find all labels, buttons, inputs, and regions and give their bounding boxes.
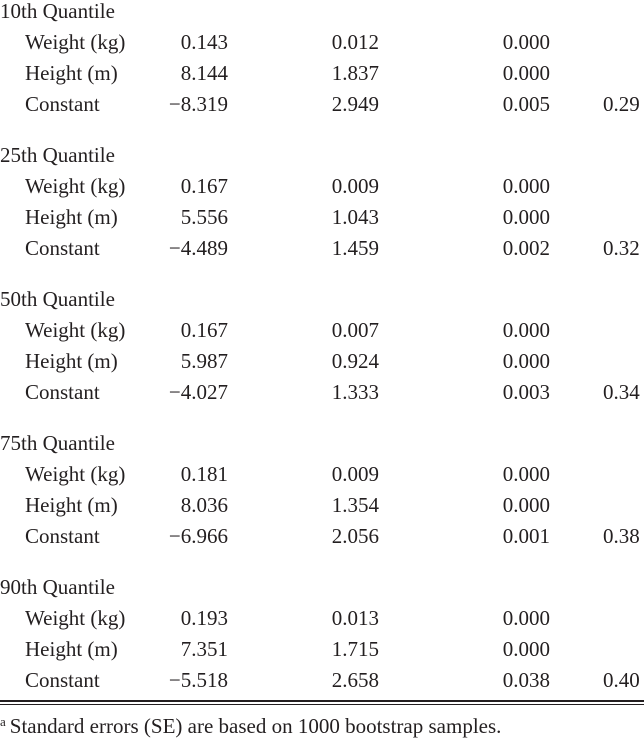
quantile-heading: 25th Quantile [0,143,115,167]
row-label: Constant [25,92,100,116]
table-footnote: a Standard errors (SE) are based on 1000 … [0,708,501,740]
coefficient-cell: 0.181 [180,462,228,486]
row-label: Weight (kg) [25,30,126,54]
standard-error-cell: 0.012 [331,30,379,54]
p-value-cell: 0.038 [502,668,550,692]
standard-error-cell: 0.007 [331,318,379,342]
p-value-cell: 0.000 [502,318,550,342]
standard-error-cell: 2.658 [331,668,379,692]
row-label: Weight (kg) [25,174,126,198]
standard-error-cell: 1.715 [331,637,379,661]
table-row: Height (m) 5.556 1.043 0.000 [0,202,644,233]
coefficient-cell: −5.518 [168,668,228,692]
standard-error-cell: 1.837 [331,61,379,85]
coefficient-cell: 7.351 [180,637,228,661]
table-row: Weight (kg) 0.181 0.009 0.000 [0,459,644,490]
p-value-cell: 0.000 [502,349,550,373]
row-label: Height (m) [25,205,118,229]
table-row: Weight (kg) 0.193 0.013 0.000 [0,603,644,634]
standard-error-cell: 0.013 [331,606,379,630]
coefficient-cell: −4.489 [168,236,228,260]
quantile-group: 50th Quantile Weight (kg) 0.167 0.007 0.000 H… [0,284,644,408]
p-value-cell: 0.000 [502,493,550,517]
table-row: Weight (kg) 0.143 0.012 0.000 [0,27,644,58]
p-value-cell: 0.003 [502,380,550,404]
quantile-group: 25th Quantile Weight (kg) 0.167 0.009 0.000 H… [0,140,644,264]
table-row: Height (m) 7.351 1.715 0.000 [0,634,644,665]
r-squared-cell: 0.34 [603,380,640,404]
coefficient-cell: 5.556 [180,205,228,229]
table-row: Constant −4.489 1.459 0.002 0.32 [0,233,644,264]
p-value-cell: 0.000 [502,30,550,54]
table-row: Constant −4.027 1.333 0.003 0.34 [0,377,644,408]
table-row: Height (m) 5.987 0.924 0.000 [0,346,644,377]
standard-error-cell: 0.924 [331,349,379,373]
quantile-regression-table: 10th Quantile Weight (kg) 0.143 0.012 0.000 H… [0,0,644,696]
table-row: Weight (kg) 0.167 0.007 0.000 [0,315,644,346]
coefficient-cell: 8.036 [180,493,228,517]
standard-error-cell: 1.043 [331,205,379,229]
p-value-cell: 0.000 [502,205,550,229]
p-value-cell: 0.000 [502,606,550,630]
r-squared-cell: 0.40 [603,668,640,692]
row-label: Height (m) [25,493,118,517]
row-label: Weight (kg) [25,606,126,630]
p-value-cell: 0.000 [502,462,550,486]
table-row: Constant −5.518 2.658 0.038 0.40 [0,665,644,696]
coefficient-cell: 0.167 [180,174,228,198]
row-label: Weight (kg) [25,318,126,342]
row-label: Height (m) [25,637,118,661]
table-row: Constant −8.319 2.949 0.005 0.29 [0,89,644,120]
table-row: Constant −6.966 2.056 0.001 0.38 [0,521,644,552]
row-label: Weight (kg) [25,462,126,486]
table-row: Height (m) 8.144 1.837 0.000 [0,58,644,89]
quantile-heading: 75th Quantile [0,431,115,455]
coefficient-cell: 5.987 [180,349,228,373]
p-value-cell: 0.000 [502,174,550,198]
table-bottom-rule-thin [0,704,644,705]
p-value-cell: 0.002 [502,236,550,260]
row-label: Constant [25,524,100,548]
p-value-cell: 0.001 [502,524,550,548]
coefficient-cell: 0.143 [180,30,228,54]
table-row: Height (m) 8.036 1.354 0.000 [0,490,644,521]
coefficient-cell: −6.966 [168,524,228,548]
quantile-heading: 90th Quantile [0,575,115,599]
row-label: Height (m) [25,61,118,85]
quantile-heading: 10th Quantile [0,0,115,23]
row-label: Constant [25,668,100,692]
p-value-cell: 0.000 [502,637,550,661]
footnote-marker: a [0,714,6,729]
coefficient-cell: 0.167 [180,318,228,342]
quantile-group: 10th Quantile Weight (kg) 0.143 0.012 0.000 H… [0,0,644,120]
row-label: Height (m) [25,349,118,373]
row-label: Constant [25,236,100,260]
row-label: Constant [25,380,100,404]
standard-error-cell: 1.459 [331,236,379,260]
r-squared-cell: 0.38 [603,524,640,548]
r-squared-cell: 0.32 [603,236,640,260]
standard-error-cell: 1.354 [331,493,379,517]
coefficient-cell: −8.319 [168,92,228,116]
quantile-group: 90th Quantile Weight (kg) 0.193 0.013 0.000 H… [0,572,644,696]
coefficient-cell: 8.144 [180,61,228,85]
r-squared-cell: 0.29 [603,92,640,116]
standard-error-cell: 2.056 [331,524,379,548]
table-row: Weight (kg) 0.167 0.009 0.000 [0,171,644,202]
footnote-text: Standard errors (SE) are based on 1000 b… [9,714,502,738]
standard-error-cell: 2.949 [331,92,379,116]
quantile-group: 75th Quantile Weight (kg) 0.181 0.009 0.000 H… [0,428,644,552]
coefficient-cell: −4.027 [168,380,228,404]
quantile-heading: 50th Quantile [0,287,115,311]
standard-error-cell: 0.009 [331,462,379,486]
table-bottom-rule [0,700,644,702]
standard-error-cell: 1.333 [331,380,379,404]
p-value-cell: 0.005 [502,92,550,116]
coefficient-cell: 0.193 [180,606,228,630]
p-value-cell: 0.000 [502,61,550,85]
standard-error-cell: 0.009 [331,174,379,198]
